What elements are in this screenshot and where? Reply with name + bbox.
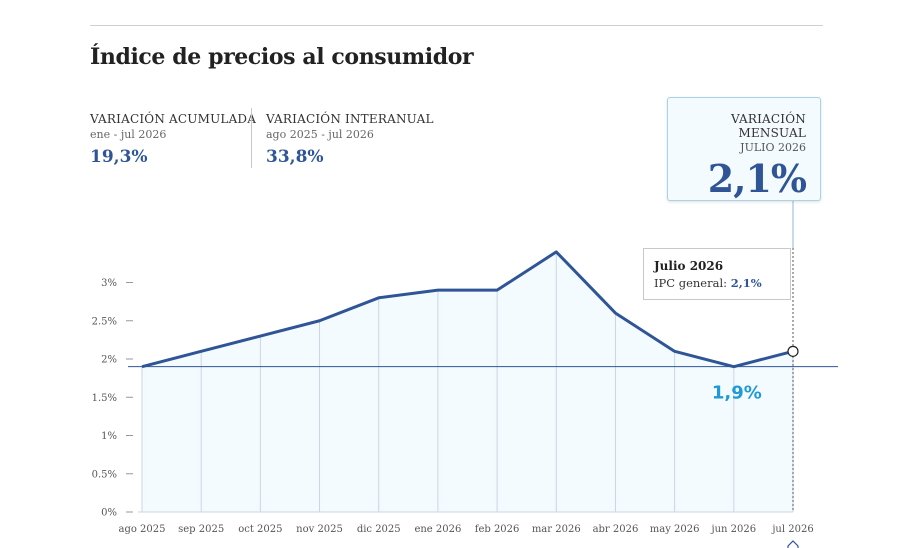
x-axis-ticks: ago 2025 sep 2025 oct 2025 nov 2025 dic 2025… xyxy=(118,524,813,535)
monthly-label: VARIACIÓN MENSUAL xyxy=(730,112,806,140)
x-tick-label: oct 2025 xyxy=(238,524,282,535)
x-tick-label: mar 2026 xyxy=(532,524,581,535)
x-tick-label: jun 2026 xyxy=(711,524,757,535)
area-fill xyxy=(142,251,793,512)
reference-label: 1,9% xyxy=(712,383,762,404)
top-divider xyxy=(90,25,823,26)
y-tick-label: 3% xyxy=(101,278,117,289)
x-tick-label: jul 2026 xyxy=(771,524,813,535)
arrow-up-icon xyxy=(787,540,799,548)
y-tick-label: 2.5% xyxy=(92,316,117,327)
chart-tooltip: Julio 2026 IPC general: 2,1% xyxy=(643,248,791,300)
stat-variacion-interanual: VARIACIÓN INTERANUAL ago 2025 - jul 2026… xyxy=(266,112,434,167)
x-tick-label: feb 2026 xyxy=(475,524,520,535)
stat-value: 19,3% xyxy=(90,147,148,167)
y-tick-label: 0.5% xyxy=(92,469,117,480)
tooltip-series-label: IPC general: xyxy=(654,276,728,290)
monthly-value: 2,1% xyxy=(707,156,807,201)
stat-period: ago 2025 - jul 2026 xyxy=(266,128,374,141)
highlight-point xyxy=(787,345,799,357)
x-tick-label: nov 2025 xyxy=(296,524,343,535)
x-tick-label: ene 2026 xyxy=(414,524,461,535)
y-tick-label: 1% xyxy=(101,431,117,442)
x-tick-label: abr 2026 xyxy=(593,524,639,535)
stat-period: ene - jul 2026 xyxy=(90,128,167,141)
y-tick-label: 0% xyxy=(101,508,117,519)
x-tick-label: may 2026 xyxy=(650,524,700,535)
x-tick-label: ago 2025 xyxy=(118,524,165,535)
stat-label: VARIACIÓN INTERANUAL xyxy=(266,112,434,126)
vertical-grid-layer xyxy=(138,251,794,513)
y-axis-ticks: 0% 0.5% 1% 1.5% 2% 2.5% 3% xyxy=(92,278,133,519)
series-line xyxy=(141,250,794,369)
monthly-variation-card: VARIACIÓN MENSUAL JULIO 2026 2,1% xyxy=(667,97,821,201)
x-tick-label: dic 2025 xyxy=(357,524,401,535)
stat-value: 33,8% xyxy=(266,147,324,167)
page-title: Índice de precios al consumidor xyxy=(90,44,474,70)
y-tick-label: 1.5% xyxy=(92,393,117,404)
monthly-period: JULIO 2026 xyxy=(740,141,806,154)
stat-label: VARIACIÓN ACUMULADA xyxy=(90,112,257,126)
tooltip-row: IPC general: 2,1% xyxy=(654,276,780,290)
y-tick-label: 2% xyxy=(101,355,117,366)
x-tick-label: sep 2025 xyxy=(178,524,224,535)
tooltip-title: Julio 2026 xyxy=(654,259,724,273)
tooltip-value: 2,1% xyxy=(730,276,762,290)
stat-variacion-acumulada: VARIACIÓN ACUMULADA ene - jul 2026 19,3% xyxy=(90,112,256,167)
stat-divider xyxy=(251,108,252,168)
